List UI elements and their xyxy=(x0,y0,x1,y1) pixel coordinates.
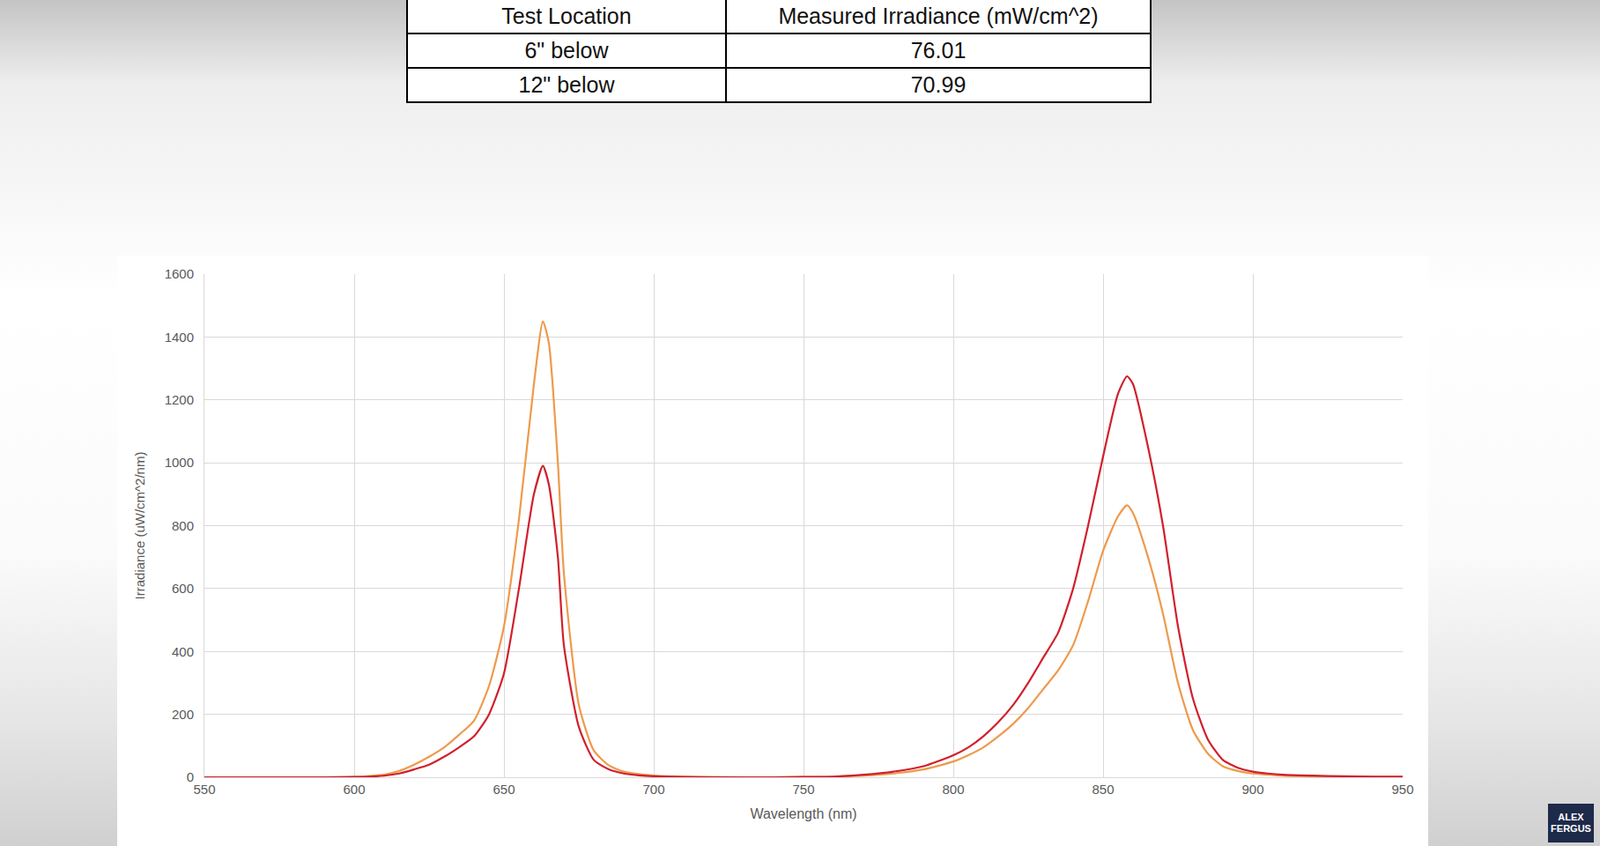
svg-text:1400: 1400 xyxy=(164,329,194,345)
svg-text:800: 800 xyxy=(941,781,964,797)
html-text:6" below: 6" below xyxy=(524,37,609,63)
html-text:70.99: 70.99 xyxy=(910,72,966,97)
html-text:12" below: 12" below xyxy=(518,72,615,97)
html-text:76.01: 76.01 xyxy=(910,37,966,63)
svg-text:1000: 1000 xyxy=(164,454,194,470)
svg-text:0: 0 xyxy=(186,769,194,785)
svg-text:750: 750 xyxy=(792,781,815,797)
svg-text:Irradiance (uW/cm^2/nm): Irradiance (uW/cm^2/nm) xyxy=(132,451,148,600)
svg-text:200: 200 xyxy=(171,706,194,722)
svg-text:950: 950 xyxy=(1391,781,1414,797)
html-text:Measured Irradiance (mW/cm^2): Measured Irradiance (mW/cm^2) xyxy=(778,3,1099,29)
svg-text:600: 600 xyxy=(171,580,194,596)
svg-text:550: 550 xyxy=(192,781,215,797)
svg-text:1200: 1200 xyxy=(164,392,194,408)
svg-text:700: 700 xyxy=(642,781,665,797)
html-text:Test Location: Test Location xyxy=(501,3,632,29)
svg-text:850: 850 xyxy=(1091,781,1114,797)
svg-text:400: 400 xyxy=(171,644,194,660)
svg-text:600: 600 xyxy=(342,781,365,797)
svg-text:Wavelength (nm): Wavelength (nm) xyxy=(749,806,857,822)
svg-text:650: 650 xyxy=(492,781,515,797)
svg-text:1600: 1600 xyxy=(164,266,194,282)
svg-text:900: 900 xyxy=(1241,781,1264,797)
html-text:ALEX: ALEX xyxy=(1557,811,1584,823)
html-text:FERGUS: FERGUS xyxy=(1550,822,1592,834)
svg-text:800: 800 xyxy=(171,518,194,534)
